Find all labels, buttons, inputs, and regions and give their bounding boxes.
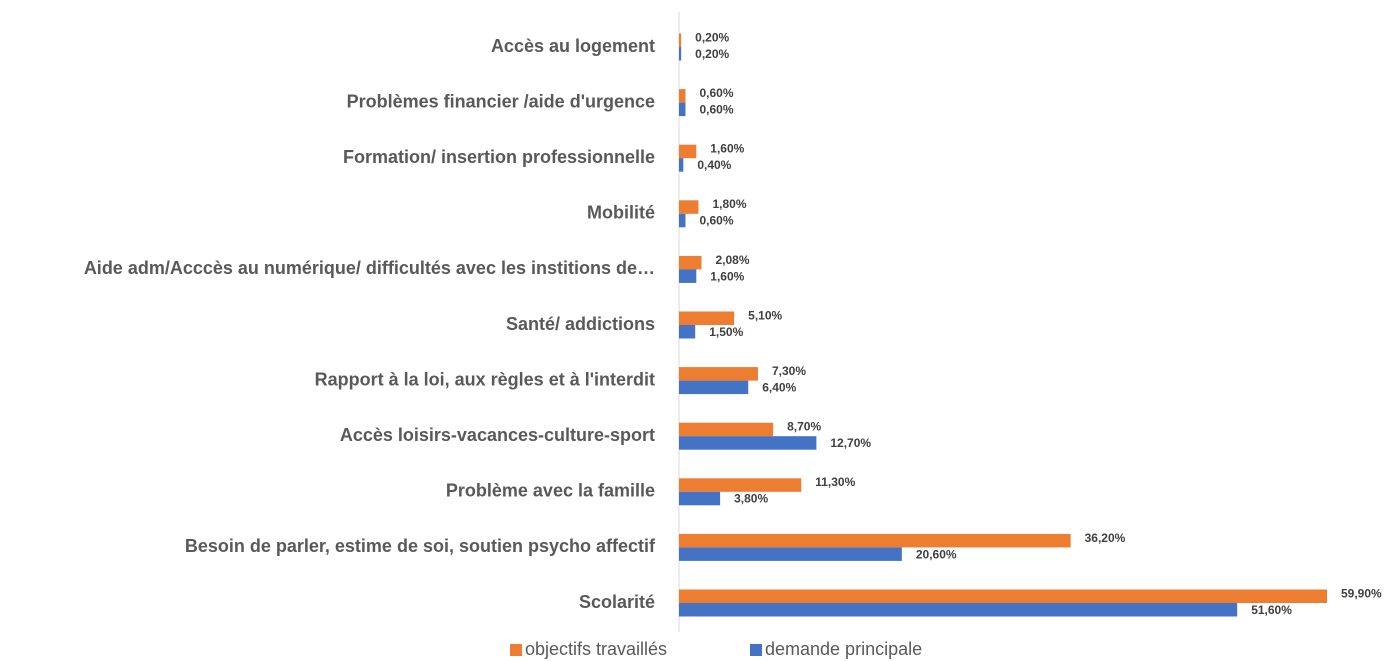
bar — [679, 255, 702, 270]
bar — [679, 533, 1071, 548]
category-label: Mobilité — [587, 203, 655, 223]
bar — [679, 422, 774, 437]
category-label: Besoin de parler, estime de soi, soutien… — [185, 536, 656, 556]
bar — [679, 478, 802, 492]
data-label: 20,60% — [916, 547, 957, 561]
data-label: 51,60% — [1251, 603, 1292, 617]
bar — [679, 311, 735, 325]
bar — [679, 102, 686, 117]
bar — [679, 491, 721, 506]
bar — [679, 144, 697, 159]
category-label: Problème avec la famille — [446, 481, 655, 501]
data-label: 12,70% — [830, 436, 871, 450]
bar — [679, 589, 1327, 603]
legend-swatch — [510, 644, 522, 656]
data-label: 1,60% — [710, 142, 744, 156]
bar — [679, 380, 749, 395]
bar — [679, 158, 684, 172]
category-label: Accès loisirs-vacances-culture-sport — [340, 425, 655, 445]
bar — [679, 325, 696, 339]
data-label: 0,20% — [695, 30, 729, 44]
category-label: Aide adm/Acccès au numérique/ difficulté… — [84, 258, 655, 278]
data-label: 1,60% — [710, 269, 744, 283]
data-label: 6,40% — [762, 381, 796, 395]
bar — [679, 547, 902, 561]
bar — [679, 213, 686, 228]
bar — [679, 436, 817, 450]
data-label: 1,50% — [709, 325, 743, 339]
bar — [679, 269, 697, 283]
data-label: 8,70% — [787, 420, 821, 434]
bar — [679, 200, 699, 214]
data-label: 0,60% — [699, 214, 733, 228]
legend-label: objectifs travaillés — [525, 639, 667, 659]
data-label: 36,20% — [1085, 531, 1126, 545]
bar — [679, 47, 682, 61]
data-label: 0,60% — [699, 103, 733, 117]
category-label: Accès au logement — [491, 36, 655, 56]
data-label: 0,60% — [699, 86, 733, 100]
data-label: 59,90% — [1341, 586, 1382, 600]
data-label: 2,08% — [716, 253, 750, 267]
bar — [679, 603, 1238, 617]
data-label: 7,30% — [772, 364, 806, 378]
bar — [679, 33, 682, 47]
bar — [679, 367, 758, 381]
legend-label: demande principale — [765, 639, 922, 659]
category-label: Problèmes financier /aide d'urgence — [347, 91, 655, 111]
category-label: Rapport à la loi, aux règles et à l'inte… — [315, 369, 655, 389]
data-label: 0,40% — [697, 158, 731, 172]
legend-swatch — [750, 644, 762, 656]
category-label: Formation/ insertion professionnelle — [343, 147, 655, 167]
data-label: 0,20% — [695, 47, 729, 61]
data-label: 1,80% — [712, 197, 746, 211]
category-label: Scolarité — [579, 592, 655, 612]
bar — [679, 89, 686, 103]
data-label: 11,30% — [815, 475, 855, 489]
data-label: 3,80% — [734, 492, 768, 506]
category-label: Santé/ addictions — [506, 314, 655, 334]
data-label: 5,10% — [748, 308, 782, 322]
